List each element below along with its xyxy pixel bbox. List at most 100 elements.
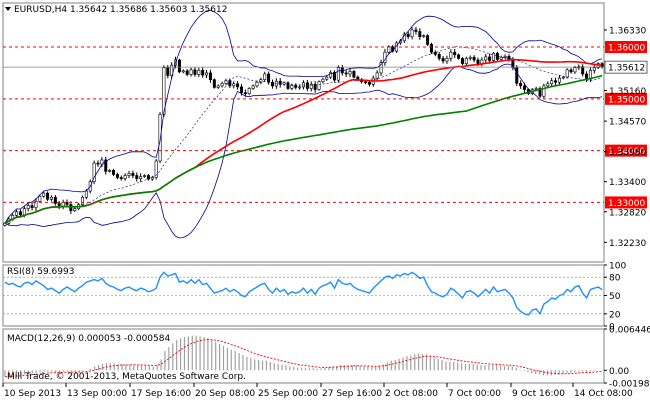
- candle-bull: [503, 56, 507, 58]
- candle-bull: [143, 175, 147, 177]
- candle-bull: [561, 76, 565, 79]
- bollinger-middle: [4, 46, 603, 224]
- candle-bull: [205, 72, 209, 76]
- candle-bear: [453, 51, 457, 56]
- candle-bear: [135, 175, 139, 179]
- candle-bear: [437, 53, 441, 59]
- candle-bear: [185, 70, 189, 75]
- candle-bear: [236, 83, 240, 88]
- candle-bear: [166, 67, 170, 76]
- candle-bull: [336, 67, 340, 81]
- time-tick-label: 13 Sep 00:00: [67, 389, 127, 399]
- candle-bear: [569, 69, 573, 73]
- candle-bull: [224, 80, 228, 84]
- candle-bear: [426, 35, 430, 45]
- candle-bear: [581, 66, 585, 75]
- candle-bull: [259, 79, 263, 83]
- candle-bull: [449, 51, 453, 59]
- time-tick-label: 14 Oct 08:00: [574, 389, 633, 399]
- candle-bear: [429, 44, 433, 53]
- candle-bull: [127, 173, 131, 176]
- candle-bull: [565, 69, 569, 78]
- candle-bear: [441, 58, 445, 62]
- candle-bull: [181, 70, 185, 73]
- current-price-box: [604, 60, 648, 74]
- candle-bear: [460, 58, 464, 64]
- candle-bull: [321, 78, 325, 83]
- candle-bear: [367, 81, 371, 85]
- candle-bull: [123, 175, 127, 179]
- candle-bull: [154, 160, 158, 178]
- candle-bull: [108, 170, 112, 172]
- candle-bear: [457, 54, 461, 59]
- candle-bear: [286, 82, 290, 89]
- candle-bear: [313, 84, 317, 90]
- candle-bear: [65, 202, 69, 205]
- candle-bear: [305, 82, 309, 89]
- time-tick-label: 17 Sep 16:00: [131, 389, 191, 399]
- candle-bear: [243, 92, 247, 94]
- level-label-bg: [605, 41, 647, 54]
- price-tick-label: 1.32820: [609, 208, 646, 218]
- candle-bull: [189, 69, 193, 75]
- candle-bear: [115, 174, 119, 178]
- candle-bear: [212, 79, 216, 88]
- copyright-text: Mill Trade, © 2001-2013, MetaQuotes Soft…: [7, 372, 246, 382]
- candle-bear: [267, 73, 271, 83]
- candle-bear: [495, 52, 499, 60]
- time-tick-label: 27 Sep 16:00: [322, 389, 382, 399]
- candle-bear: [30, 205, 34, 208]
- candle-bull: [422, 35, 426, 37]
- macd-pane-title: MACD(12,26,9) 0.000053 -0.000584: [7, 334, 170, 344]
- candle-bull: [220, 82, 224, 87]
- candle-bull: [445, 58, 449, 62]
- candle-bull: [592, 67, 596, 71]
- candle-bull: [546, 83, 550, 87]
- candle-bull: [150, 177, 154, 180]
- candle-bull: [42, 192, 46, 197]
- candle-bull: [38, 195, 42, 202]
- candle-bear: [69, 204, 73, 212]
- candle-bull: [573, 67, 577, 73]
- candle-bear: [554, 80, 558, 83]
- price-tick-label: 1.32230: [609, 239, 646, 249]
- candle-bull: [557, 77, 561, 83]
- candle-bull: [317, 81, 321, 90]
- price-pane[interactable]: [2, 2, 605, 263]
- candle-bear: [119, 177, 123, 179]
- candle-bull: [22, 208, 26, 216]
- candle-bear: [201, 70, 205, 76]
- candle-bull: [84, 190, 88, 198]
- candle-bear: [193, 69, 197, 75]
- level-label-bg: [605, 92, 647, 105]
- candle-bear: [507, 56, 511, 60]
- candle-bull: [410, 29, 414, 37]
- candle-bear: [53, 196, 57, 204]
- candle-bear: [472, 57, 476, 61]
- level-label: 1.34000: [608, 147, 645, 157]
- candle-bear: [177, 59, 181, 73]
- candle-bull: [255, 81, 259, 87]
- candle-bull: [499, 57, 503, 60]
- time-tick-label: 9 Oct 16:00: [512, 389, 565, 399]
- candle-bull: [26, 205, 30, 209]
- bollinger-lower: [4, 63, 603, 239]
- price-tick-label: 1.33980: [609, 148, 646, 158]
- time-tick-label: 7 Oct 00:00: [448, 389, 501, 399]
- macd-pane[interactable]: [2, 328, 605, 384]
- candle-bear: [515, 67, 519, 84]
- rsi-tick-label: 50: [609, 292, 621, 302]
- candle-bull: [80, 196, 84, 205]
- candle-bull: [464, 58, 468, 64]
- candle-bull: [491, 52, 495, 61]
- macd-tick-label: 0.006446: [609, 326, 650, 336]
- candle-bull: [375, 72, 379, 79]
- level-label-bg: [605, 144, 647, 157]
- candle-bear: [488, 56, 492, 61]
- candle-bear: [418, 31, 422, 37]
- triangle-down-icon[interactable]: [5, 7, 11, 11]
- level-label-bg: [605, 196, 647, 209]
- current-price-label: 1.35612: [608, 64, 645, 74]
